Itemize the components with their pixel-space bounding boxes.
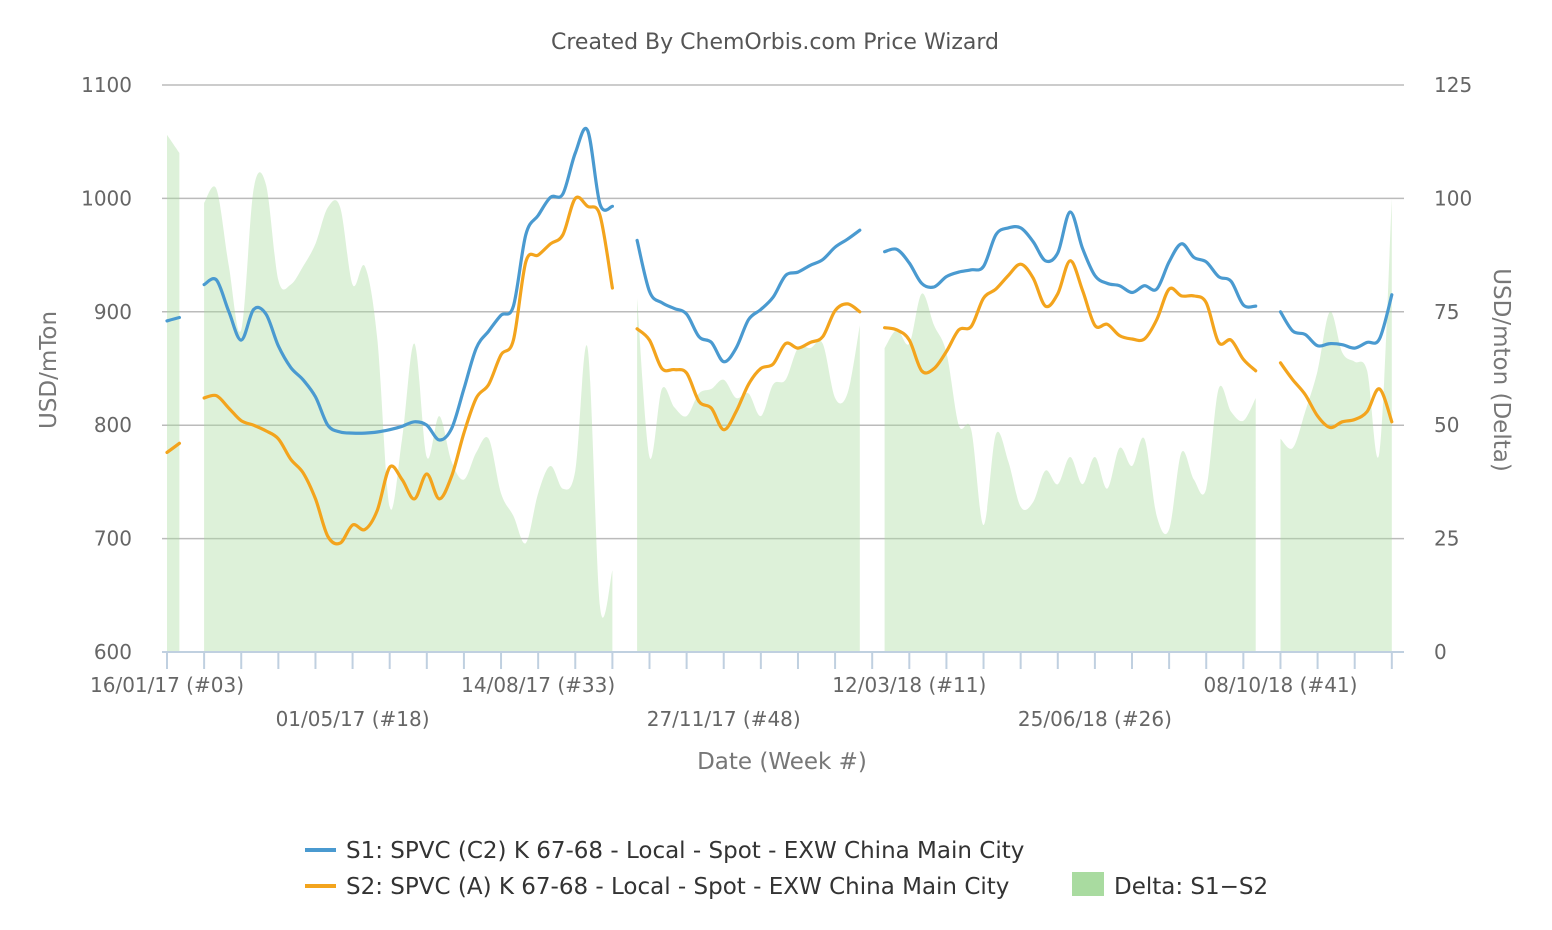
delta-area-segment — [637, 298, 860, 652]
s1-line-segment — [165, 315, 181, 323]
y2-tick-label: 125 — [1434, 73, 1472, 97]
x-axis-label: Date (Week #) — [697, 749, 867, 775]
y-tick-label: 1100 — [81, 73, 132, 97]
y2-tick-label: 0 — [1434, 640, 1447, 664]
delta-area-segment — [884, 293, 1256, 652]
y-axis-label: USD/mTon — [36, 311, 62, 429]
price-line-series — [165, 126, 1394, 546]
y2-tick-label: 75 — [1434, 300, 1459, 324]
x-tick-label: 27/11/17 (#48) — [647, 707, 801, 731]
y-tick-label: 700 — [94, 527, 132, 551]
x-axis: 16/01/17 (#03) 01/05/17 (#18) 14/08/17 (#3… — [90, 651, 1404, 731]
legend: S1: SPVC (C2) K 67-68 - Local - Spot - E… — [305, 838, 1268, 900]
s1-line-segment — [1278, 293, 1394, 350]
y-tick-label: 800 — [94, 413, 132, 437]
y-tick-label: 1000 — [81, 186, 132, 210]
y-tick-label: 900 — [94, 300, 132, 324]
s1-line-segment — [635, 228, 862, 364]
x-tick-label: 14/08/17 (#33) — [461, 673, 615, 697]
legend-delta-swatch — [1072, 872, 1104, 896]
y-axis-ticks: 600 700 800 900 1000 1100 0 25 50 75 100 125 — [81, 73, 1472, 664]
s1-line-segment — [883, 210, 1258, 309]
y2-tick-label: 25 — [1434, 527, 1459, 551]
delta-area-series — [167, 134, 1392, 652]
y2-tick-label: 100 — [1434, 186, 1472, 210]
legend-delta-label: Delta: S1−S2 — [1114, 874, 1268, 900]
s2-line-segment — [202, 195, 614, 546]
s2-line-segment — [165, 441, 181, 454]
x-tick-label: 08/10/18 (#41) — [1203, 673, 1357, 697]
s1-line-segment — [202, 126, 614, 442]
legend-s1-label: S1: SPVC (C2) K 67-68 - Local - Spot - E… — [346, 838, 1024, 864]
legend-s2-label: S2: SPVC (A) K 67-68 - Local - Spot - EX… — [346, 874, 1009, 900]
chart-title: Created By ChemOrbis.com Price Wizard — [551, 30, 999, 55]
x-tick-label: 01/05/17 (#18) — [276, 707, 430, 731]
y-tick-label: 600 — [94, 640, 132, 664]
s2-line-segment — [883, 259, 1258, 375]
x-tick-label: 16/01/17 (#03) — [90, 673, 244, 697]
delta-area-segment — [167, 134, 180, 652]
y2-tick-label: 50 — [1434, 413, 1459, 437]
x-tick-label: 25/06/18 (#26) — [1018, 707, 1172, 731]
legend-item-s1[interactable]: S1: SPVC (C2) K 67-68 - Local - Spot - E… — [305, 838, 1024, 864]
s2-line-segment — [635, 302, 862, 432]
delta-area-segment — [204, 172, 613, 652]
x-tick-label: 12/03/18 (#11) — [832, 673, 986, 697]
legend-item-delta[interactable]: Delta: S1−S2 — [1072, 872, 1268, 900]
s2-line-segment — [1278, 361, 1394, 430]
legend-item-s2[interactable]: S2: SPVC (A) K 67-68 - Local - Spot - EX… — [305, 874, 1009, 900]
y2-axis-label: USD/mton (Delta) — [1488, 268, 1514, 472]
gridlines — [162, 84, 1404, 540]
